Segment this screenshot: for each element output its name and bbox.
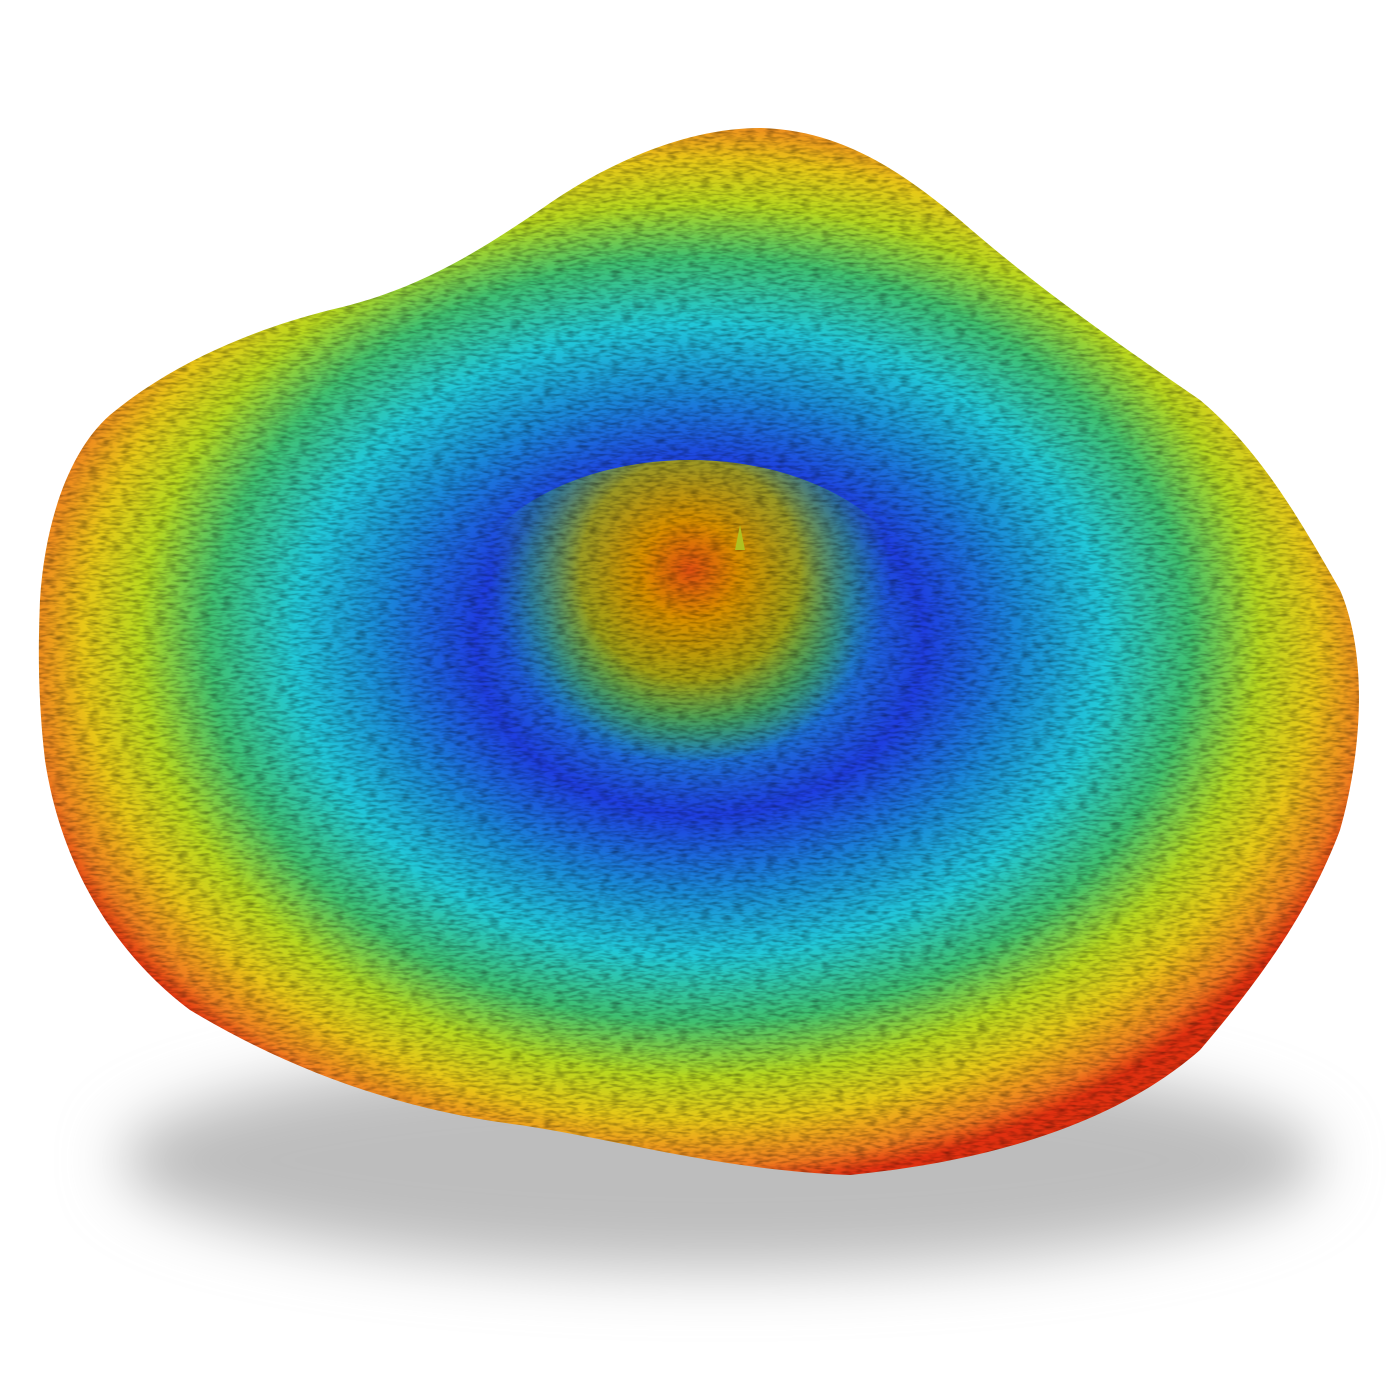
peak-spike xyxy=(735,525,745,550)
